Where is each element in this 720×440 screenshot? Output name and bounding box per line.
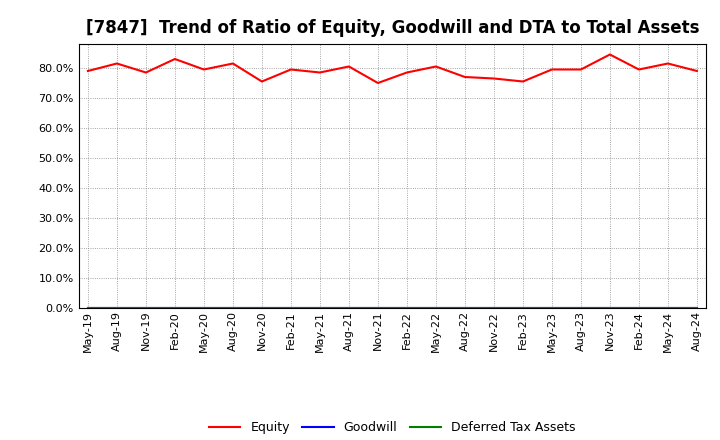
Deferred Tax Assets	[171, 305, 179, 311]
Deferred Tax Assets	[518, 305, 527, 311]
Deferred Tax Assets	[664, 305, 672, 311]
Equity	[461, 74, 469, 80]
Goodwill	[171, 305, 179, 311]
Legend: Equity, Goodwill, Deferred Tax Assets: Equity, Goodwill, Deferred Tax Assets	[204, 416, 580, 439]
Deferred Tax Assets	[258, 305, 266, 311]
Goodwill	[693, 305, 701, 311]
Goodwill	[577, 305, 585, 311]
Deferred Tax Assets	[287, 305, 295, 311]
Deferred Tax Assets	[634, 305, 643, 311]
Goodwill	[402, 305, 411, 311]
Deferred Tax Assets	[461, 305, 469, 311]
Deferred Tax Assets	[577, 305, 585, 311]
Equity	[171, 56, 179, 62]
Deferred Tax Assets	[606, 305, 614, 311]
Deferred Tax Assets	[402, 305, 411, 311]
Equity	[228, 61, 237, 66]
Deferred Tax Assets	[142, 305, 150, 311]
Equity	[199, 67, 208, 72]
Goodwill	[490, 305, 498, 311]
Equity	[693, 68, 701, 73]
Goodwill	[548, 305, 557, 311]
Goodwill	[374, 305, 382, 311]
Goodwill	[664, 305, 672, 311]
Goodwill	[345, 305, 354, 311]
Deferred Tax Assets	[84, 305, 92, 311]
Goodwill	[199, 305, 208, 311]
Goodwill	[461, 305, 469, 311]
Equity	[634, 67, 643, 72]
Title: [7847]  Trend of Ratio of Equity, Goodwill and DTA to Total Assets: [7847] Trend of Ratio of Equity, Goodwil…	[86, 19, 699, 37]
Goodwill	[142, 305, 150, 311]
Deferred Tax Assets	[345, 305, 354, 311]
Deferred Tax Assets	[374, 305, 382, 311]
Equity	[577, 67, 585, 72]
Equity	[518, 79, 527, 84]
Goodwill	[518, 305, 527, 311]
Deferred Tax Assets	[315, 305, 324, 311]
Goodwill	[112, 305, 121, 311]
Deferred Tax Assets	[431, 305, 440, 311]
Goodwill	[606, 305, 614, 311]
Equity	[315, 70, 324, 75]
Equity	[84, 68, 92, 73]
Deferred Tax Assets	[490, 305, 498, 311]
Goodwill	[431, 305, 440, 311]
Deferred Tax Assets	[199, 305, 208, 311]
Goodwill	[228, 305, 237, 311]
Equity	[374, 81, 382, 86]
Equity	[258, 79, 266, 84]
Equity	[402, 70, 411, 75]
Deferred Tax Assets	[228, 305, 237, 311]
Line: Equity: Equity	[88, 55, 697, 83]
Deferred Tax Assets	[693, 305, 701, 311]
Equity	[431, 64, 440, 69]
Deferred Tax Assets	[548, 305, 557, 311]
Equity	[490, 76, 498, 81]
Goodwill	[84, 305, 92, 311]
Goodwill	[287, 305, 295, 311]
Deferred Tax Assets	[112, 305, 121, 311]
Equity	[606, 52, 614, 57]
Equity	[548, 67, 557, 72]
Goodwill	[258, 305, 266, 311]
Equity	[112, 61, 121, 66]
Equity	[664, 61, 672, 66]
Equity	[142, 70, 150, 75]
Goodwill	[315, 305, 324, 311]
Goodwill	[634, 305, 643, 311]
Equity	[287, 67, 295, 72]
Equity	[345, 64, 354, 69]
